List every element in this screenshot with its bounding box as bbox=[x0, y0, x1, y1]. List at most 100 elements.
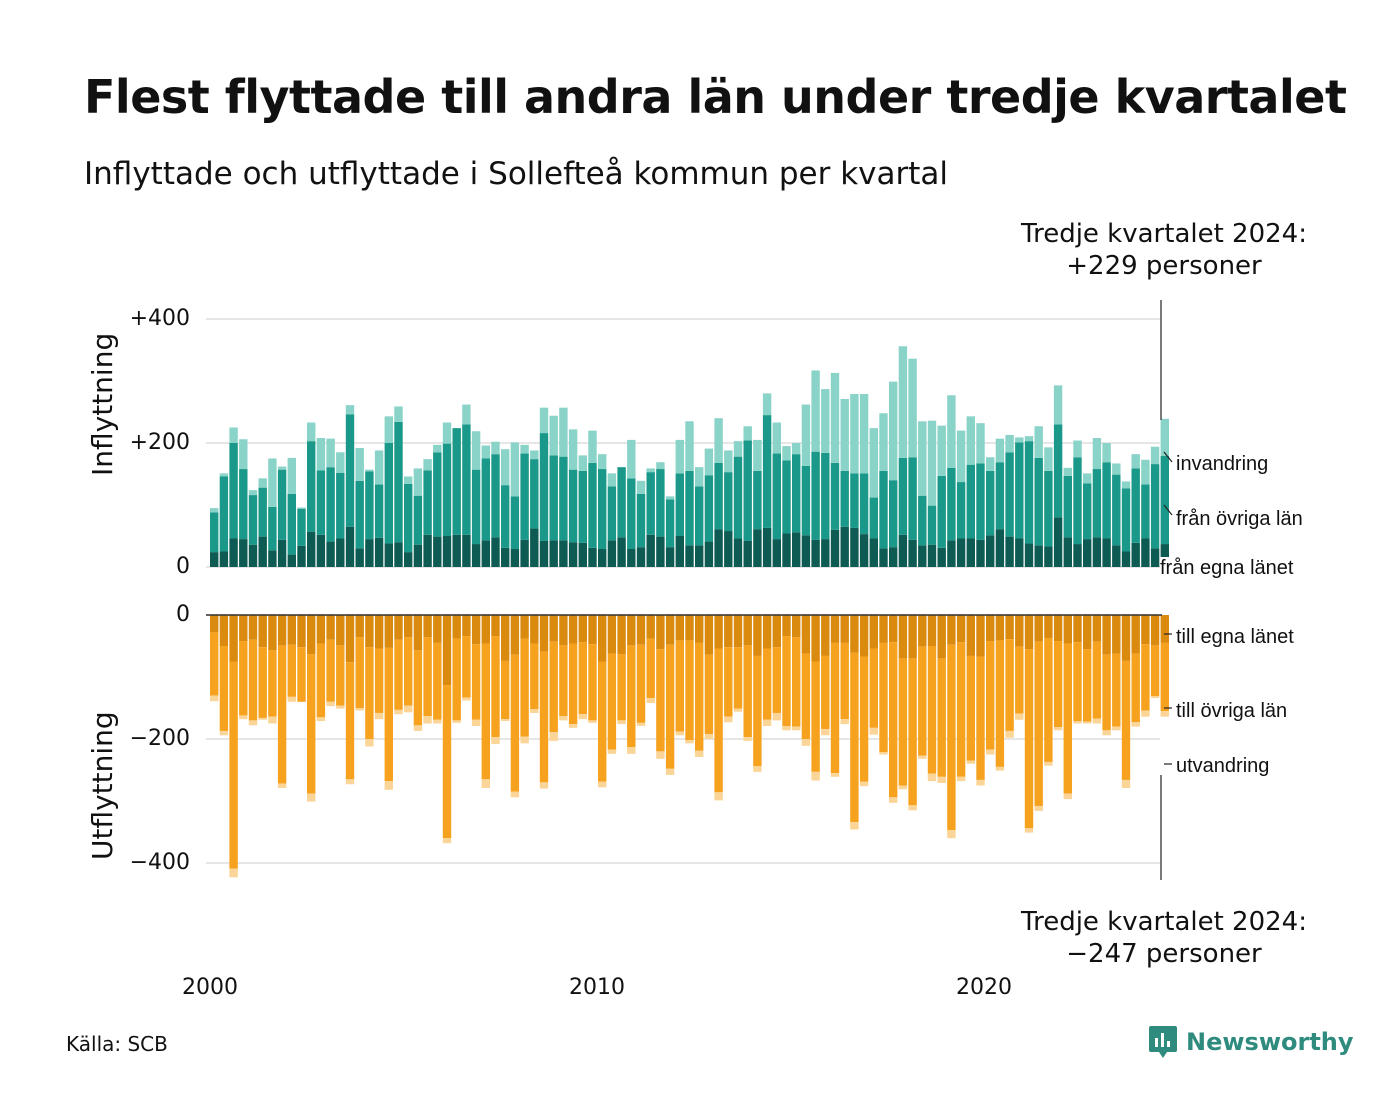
bar-to-own-county bbox=[374, 615, 384, 649]
brand-logo[interactable]: Newsworthy bbox=[1148, 1024, 1354, 1060]
bar-emigration bbox=[423, 716, 432, 724]
bar-from-own-county bbox=[404, 552, 413, 567]
bar-emigration bbox=[879, 752, 888, 755]
bar-emigration bbox=[1034, 805, 1043, 811]
bar-from-own-county bbox=[617, 537, 626, 567]
bar-to-own-county bbox=[743, 615, 752, 646]
bar-to-own-county bbox=[801, 615, 811, 654]
bar-emigration bbox=[908, 805, 917, 811]
bar-from-other-counties bbox=[675, 473, 684, 536]
bar-to-own-county bbox=[588, 615, 597, 645]
bar-immigration bbox=[355, 447, 364, 481]
bar-from-own-county bbox=[1044, 546, 1053, 567]
bar-from-own-county bbox=[714, 529, 723, 567]
bar-from-other-counties bbox=[355, 480, 364, 549]
bar-immigration bbox=[578, 455, 587, 471]
bar-immigration bbox=[1063, 467, 1072, 476]
bar-immigration bbox=[501, 449, 510, 486]
bar-to-other-counties bbox=[481, 643, 490, 780]
y-tick-inflow-0: 0 bbox=[176, 554, 190, 579]
bar-to-other-counties bbox=[947, 644, 956, 831]
bar-emigration bbox=[1131, 722, 1140, 727]
bar-emigration bbox=[1150, 696, 1160, 699]
bar-from-other-counties bbox=[1034, 457, 1043, 546]
bar-from-other-counties bbox=[753, 470, 762, 530]
bar-emigration bbox=[1121, 779, 1131, 788]
bar-from-own-county bbox=[539, 540, 549, 567]
bar-from-other-counties bbox=[646, 472, 655, 535]
bar-emigration bbox=[1005, 730, 1014, 738]
bar-from-own-county bbox=[908, 539, 917, 567]
bar-to-own-county bbox=[520, 615, 529, 639]
bar-from-other-counties bbox=[859, 473, 869, 535]
legend-fran-egna-lanet: från egna länet bbox=[1160, 557, 1298, 580]
bar-from-own-county bbox=[966, 538, 975, 567]
bar-to-other-counties bbox=[277, 645, 287, 784]
bar-to-own-county bbox=[258, 615, 267, 648]
bar-emigration bbox=[598, 781, 607, 788]
bar-emigration bbox=[704, 734, 714, 739]
bar-emigration bbox=[510, 791, 520, 798]
bar-to-own-county bbox=[772, 615, 781, 648]
bar-emigration bbox=[1063, 793, 1072, 800]
bar-to-other-counties bbox=[782, 636, 791, 726]
bar-to-other-counties bbox=[268, 650, 277, 717]
x-tick-2000: 2000 bbox=[182, 975, 238, 1000]
bar-to-other-counties bbox=[219, 646, 229, 731]
bar-from-other-counties bbox=[850, 473, 859, 528]
bar-from-other-counties bbox=[307, 441, 316, 532]
bar-to-own-county bbox=[762, 615, 772, 649]
bar-from-other-counties bbox=[413, 495, 423, 545]
bar-from-other-counties bbox=[452, 428, 461, 535]
bar-from-own-county bbox=[481, 540, 490, 567]
bar-to-other-counties bbox=[598, 661, 607, 782]
bar-emigration bbox=[918, 755, 927, 759]
bar-to-own-county bbox=[695, 615, 704, 643]
bar-from-own-county bbox=[1005, 536, 1014, 567]
bar-emigration bbox=[1083, 721, 1092, 724]
bar-to-other-counties bbox=[918, 646, 927, 756]
bar-emigration bbox=[995, 766, 1005, 771]
bar-from-own-county bbox=[1053, 517, 1063, 567]
bar-to-own-county bbox=[927, 615, 937, 646]
bar-to-other-counties bbox=[879, 642, 888, 753]
y-axis-label-inflow: Inflyttning bbox=[86, 332, 119, 476]
x-tick-2010: 2010 bbox=[569, 975, 625, 1000]
bar-from-other-counties bbox=[210, 512, 219, 553]
bar-to-own-county bbox=[297, 615, 306, 648]
bar-from-own-county bbox=[210, 552, 219, 567]
bar-immigration bbox=[248, 490, 258, 496]
bar-immigration bbox=[665, 496, 675, 500]
bar-immigration bbox=[704, 448, 714, 476]
bar-from-own-county bbox=[927, 544, 937, 567]
bar-to-other-counties bbox=[840, 642, 849, 720]
bar-from-other-counties bbox=[811, 451, 820, 540]
bar-to-other-counties bbox=[442, 685, 452, 839]
bar-to-other-counties bbox=[850, 652, 859, 823]
bar-from-own-county bbox=[277, 539, 287, 567]
bar-to-other-counties bbox=[627, 645, 636, 748]
bar-immigration bbox=[976, 423, 985, 464]
bar-from-other-counties bbox=[665, 499, 675, 548]
bar-to-own-county bbox=[840, 615, 849, 643]
bar-from-own-county bbox=[879, 548, 888, 567]
bar-from-own-county bbox=[248, 544, 258, 567]
annotation-outflow-latest: Tredje kvartalet 2024: −247 personer bbox=[994, 906, 1334, 970]
bar-emigration bbox=[607, 749, 617, 754]
legend-till-egna-lanet: till egna länet bbox=[1176, 626, 1294, 648]
bar-from-other-counties bbox=[927, 505, 937, 545]
bar-to-other-counties bbox=[287, 644, 296, 697]
bar-from-own-county bbox=[782, 533, 791, 567]
bar-to-own-county bbox=[491, 615, 500, 637]
bar-from-own-county bbox=[695, 545, 704, 567]
bar-from-own-county bbox=[811, 539, 820, 567]
bar-immigration bbox=[879, 413, 888, 471]
bar-to-other-counties bbox=[578, 642, 587, 715]
bar-from-own-county bbox=[753, 529, 762, 567]
bar-to-own-county bbox=[898, 615, 908, 659]
bar-from-own-county bbox=[918, 545, 927, 567]
bar-from-other-counties bbox=[578, 470, 587, 543]
bar-from-own-county bbox=[568, 542, 578, 567]
bar-from-other-counties bbox=[1121, 488, 1131, 552]
bar-to-other-counties bbox=[898, 658, 908, 786]
